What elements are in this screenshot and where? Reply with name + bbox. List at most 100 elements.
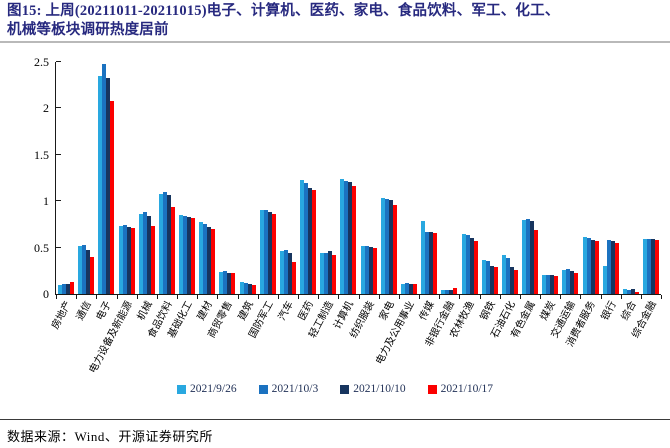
bar (566, 268, 571, 294)
bar (509, 267, 514, 294)
x-axis-label: 建筑 (236, 299, 256, 323)
bar (122, 225, 127, 294)
bar (626, 290, 631, 294)
bar (489, 266, 494, 294)
x-tick-mark (560, 295, 562, 299)
bar (340, 178, 345, 294)
bar-group (278, 62, 298, 294)
x-axis-label: 钢铁 (478, 299, 498, 323)
bar (562, 269, 567, 294)
bar (485, 260, 490, 294)
x-tick-mark (177, 295, 178, 299)
legend: 2021/9/26 2021/10/3 2021/10/10 2021/10/17 (0, 383, 670, 395)
x-tick-mark (419, 295, 420, 299)
bar-group (96, 62, 116, 294)
title-divider (0, 41, 670, 43)
x-tick-mark (257, 295, 259, 299)
x-axis-label: 通信 (74, 299, 95, 323)
bar (554, 276, 559, 294)
bar (187, 216, 192, 294)
x-tick-mark (620, 295, 622, 299)
x-tick-mark (338, 295, 340, 299)
x-axis-label: 煤炭 (538, 299, 558, 323)
bar (473, 241, 478, 294)
bar (461, 233, 466, 294)
bar-group (520, 62, 540, 294)
bar-group (459, 62, 479, 294)
bar (223, 270, 228, 294)
x-tick-mark (398, 295, 400, 299)
bar (300, 179, 305, 294)
x-tick-mark (661, 295, 662, 299)
y-tick-label: 0 (43, 287, 49, 301)
bar (138, 214, 143, 294)
x-tick-mark (277, 295, 279, 299)
bar (199, 221, 204, 294)
bar (207, 227, 212, 294)
bar (388, 200, 393, 294)
bar (534, 229, 539, 294)
bar (655, 240, 660, 294)
bar (421, 220, 426, 294)
bar (594, 241, 599, 294)
bar (227, 272, 232, 294)
bar (70, 281, 75, 294)
bar (384, 199, 389, 294)
bar (550, 275, 555, 294)
bar (150, 226, 155, 294)
bar-group (641, 62, 661, 294)
x-tick-mark (217, 295, 219, 299)
bar (429, 231, 434, 294)
bar (425, 231, 430, 294)
bar (360, 245, 365, 294)
bar (614, 242, 619, 294)
x-tick-mark (459, 295, 461, 299)
bar (162, 191, 167, 294)
bar (409, 283, 413, 294)
bar-group (56, 62, 76, 294)
legend-swatch (340, 384, 350, 394)
bar (513, 269, 518, 294)
bar (291, 262, 296, 294)
bar (259, 210, 264, 294)
x-tick-mark (479, 295, 481, 299)
legend-swatch (427, 384, 437, 394)
x-axis-label: 综合 (619, 299, 639, 323)
x-tick-mark (358, 295, 360, 299)
bar-group (137, 62, 157, 294)
bar (505, 257, 510, 294)
bar (142, 212, 147, 294)
bar-group (580, 62, 600, 294)
bar (126, 227, 131, 294)
bar (344, 180, 349, 294)
legend-label: 2021/9/26 (189, 383, 237, 395)
y-tick-label: 2.5 (34, 55, 49, 69)
x-tick-mark (499, 295, 501, 299)
bar (651, 239, 656, 294)
bar-group (177, 62, 197, 294)
x-tick-mark (197, 295, 199, 299)
bar (251, 284, 256, 294)
bar (582, 237, 587, 294)
bar (586, 238, 591, 294)
plot-area: 0 0.5 1 1.5 2 2.5 (34, 56, 662, 300)
bar (501, 255, 506, 294)
bar (191, 217, 196, 294)
x-tick-mark (96, 295, 98, 299)
bar (183, 216, 188, 294)
bar-group (480, 62, 500, 294)
bar (219, 271, 224, 294)
legend-item: 2021/9/26 (176, 383, 237, 395)
bar-groups (56, 62, 661, 294)
bar (610, 241, 615, 294)
x-tick-mark (76, 295, 78, 299)
x-axis-label: 银行 (599, 299, 619, 323)
bar (522, 219, 527, 294)
bar (110, 100, 115, 294)
x-tick-mark (439, 295, 441, 299)
x-axis-label: 家电 (377, 299, 397, 323)
bar-group (419, 62, 439, 294)
x-axis-label: 电子 (95, 299, 115, 323)
bar (324, 253, 329, 294)
bar (231, 272, 236, 294)
